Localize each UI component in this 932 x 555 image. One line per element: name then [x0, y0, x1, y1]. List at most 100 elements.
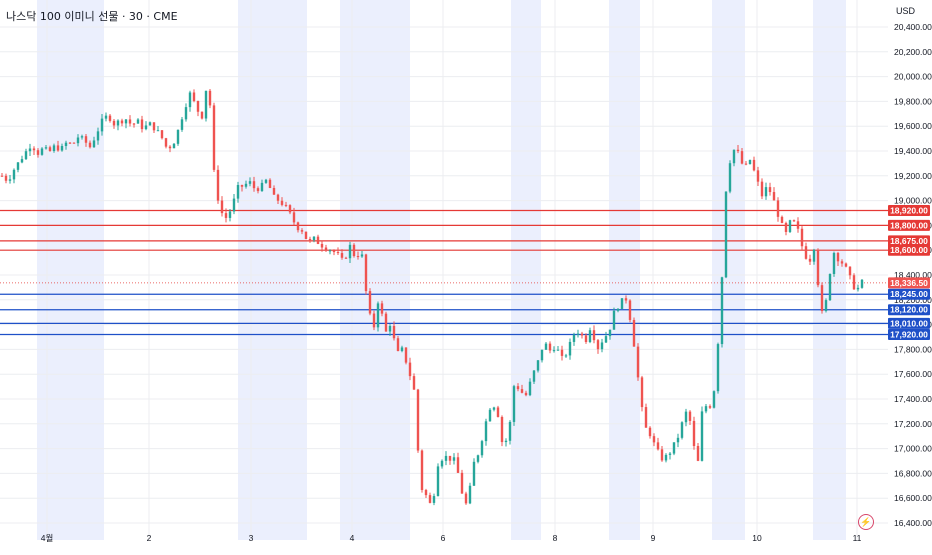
y-tick-label: 20,000.00 — [894, 72, 932, 82]
candle-body — [236, 185, 240, 199]
candle-body — [492, 407, 496, 410]
candle-body — [820, 285, 824, 312]
y-tick-label: 19,000.00 — [894, 196, 932, 206]
candle-body — [264, 179, 268, 183]
price-tag-bg — [888, 304, 930, 316]
candle-body — [588, 330, 592, 342]
session-band — [238, 0, 307, 540]
y-tick-label: 16,400.00 — [894, 518, 932, 528]
session-band — [712, 0, 745, 540]
candle-body — [336, 252, 340, 254]
candle-body — [112, 120, 116, 126]
candle-body — [736, 149, 740, 152]
candle-body — [564, 355, 568, 357]
candle-body — [40, 148, 44, 155]
candle-body — [648, 427, 652, 437]
candle-body — [328, 250, 332, 252]
candle-body — [816, 249, 820, 286]
candle-body — [304, 231, 308, 239]
candle-body — [132, 123, 136, 125]
candle-body — [580, 333, 584, 336]
candle-body — [612, 310, 616, 330]
candle-body — [764, 187, 768, 197]
price-axis: 20,400.00 20,200.00 20,000.00 19,800.00 19,6… — [888, 0, 932, 550]
currency-label[interactable]: USD — [896, 6, 916, 16]
candle-body — [244, 183, 248, 187]
candle-body — [680, 422, 684, 438]
candle-body — [528, 381, 532, 396]
candle-body — [80, 136, 84, 138]
candle-body — [400, 347, 404, 351]
candle-body — [852, 275, 856, 290]
candle-body — [712, 391, 716, 408]
candle-body — [512, 386, 516, 422]
price-tag-bg — [888, 317, 930, 329]
candle-body — [556, 349, 560, 351]
candle-body — [364, 254, 368, 292]
candle-body — [292, 212, 296, 223]
candle-body — [408, 362, 412, 377]
candle-body — [312, 236, 316, 241]
candle-body — [0, 175, 4, 177]
y-tick-label: 18,200.00 — [894, 295, 932, 305]
candle-body — [44, 147, 48, 149]
session-band — [340, 0, 410, 540]
candle-body — [464, 493, 468, 504]
candle-body — [668, 453, 672, 455]
candle-body — [660, 449, 664, 461]
candle-body — [308, 238, 312, 241]
candle-body — [96, 131, 100, 141]
x-tick-label: 4월 — [41, 533, 54, 543]
y-tick-label: 17,400.00 — [894, 394, 932, 404]
candle-body — [828, 273, 832, 301]
candle-body — [56, 145, 60, 151]
x-tick-label: 3 — [249, 533, 254, 543]
candle-body — [180, 119, 184, 130]
candle-body — [316, 236, 320, 244]
candle-body — [644, 407, 648, 428]
candle-body — [496, 407, 500, 417]
candle-body — [624, 298, 628, 301]
candle-body — [824, 300, 828, 312]
candle-body — [212, 105, 216, 170]
candle-body — [684, 411, 688, 423]
candle-body — [536, 360, 540, 371]
candle-body — [184, 107, 188, 120]
candle-body — [204, 90, 208, 119]
y-tick-label: 17,000.00 — [894, 444, 932, 454]
time-axis: 4월 2 3 4 6 8 9 10 11 — [41, 533, 862, 543]
candle-body — [504, 440, 508, 443]
candle-body — [380, 303, 384, 314]
price-tag-bg — [888, 219, 930, 231]
candle-body — [420, 450, 424, 490]
candle-body — [836, 252, 840, 262]
y-tick-label: 19,800.00 — [894, 96, 932, 106]
candle-body — [100, 118, 104, 132]
candle-body — [856, 287, 860, 290]
price-tag-bg — [888, 277, 930, 289]
candle-body — [452, 457, 456, 461]
candles — [0, 88, 864, 506]
candle-body — [276, 194, 280, 201]
candle-body — [152, 122, 156, 131]
candle-body — [840, 261, 844, 264]
candle-body — [576, 333, 580, 335]
candle-body — [172, 143, 176, 149]
candle-body — [732, 149, 736, 164]
grid-lines — [0, 0, 888, 540]
candle-body — [424, 489, 428, 496]
candle-body — [4, 175, 8, 181]
candle-body — [548, 343, 552, 351]
candle-body — [140, 119, 144, 130]
candle-body — [552, 350, 556, 352]
lightning-icon[interactable]: ⚡ — [858, 514, 874, 530]
candle-body — [356, 256, 360, 258]
price-tag-label: 18,920.00 — [890, 206, 928, 216]
candle-body — [36, 150, 40, 155]
candle-body — [604, 336, 608, 343]
y-tick-label: 17,600.00 — [894, 369, 932, 379]
candle-body — [572, 334, 576, 342]
session-band — [609, 0, 640, 540]
